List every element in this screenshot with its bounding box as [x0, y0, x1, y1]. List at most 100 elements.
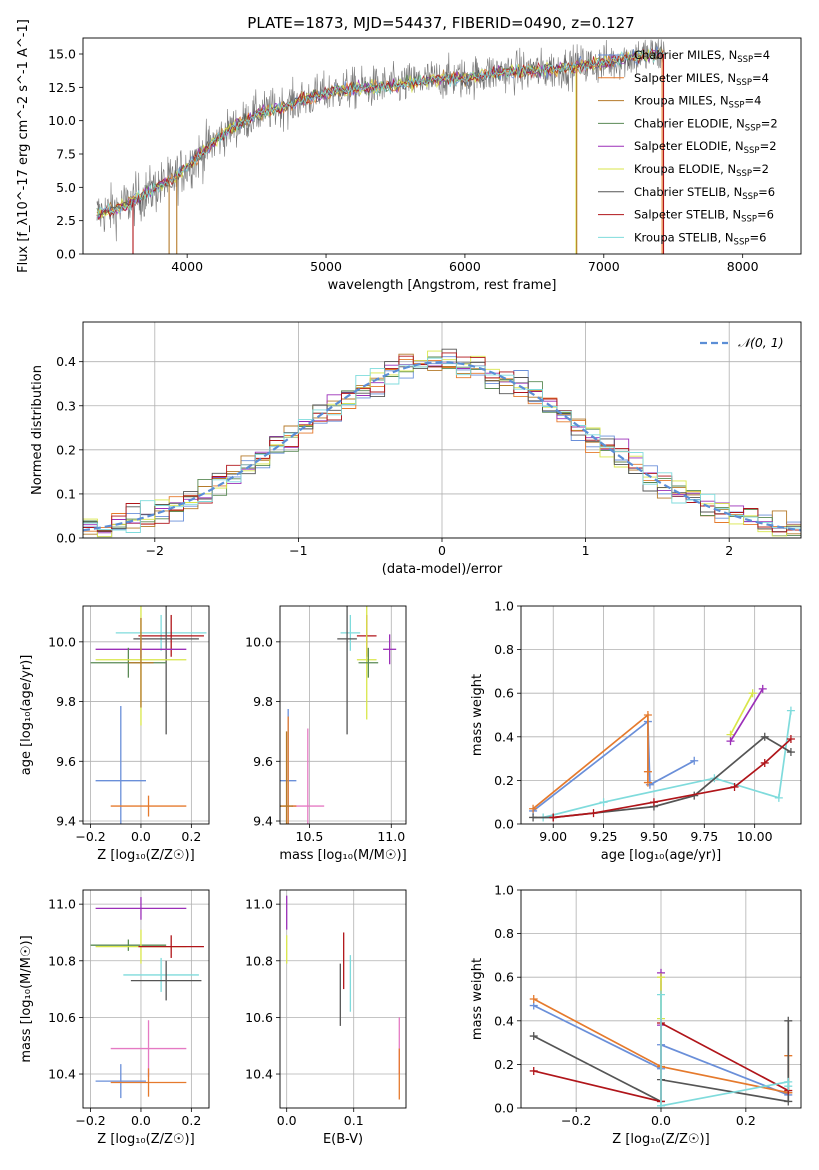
- residuals-xtick-label-4: 2: [725, 543, 733, 558]
- figure-title: PLATE=1873, MJD=54437, FIBERID=0490, z=0…: [247, 14, 634, 32]
- age_vs_Z-ytick-label-2: 9.8: [56, 694, 76, 709]
- residuals-xlabel: (data-model)/error: [382, 562, 503, 577]
- weight_vs_Z-ytick-label-1: 0.2: [494, 1057, 514, 1072]
- age_vs_Z-xlabel: Z [log₁₀(Z/Z☉)]: [97, 848, 194, 863]
- weight_vs_age-ytick-label-0: 0.0: [494, 817, 514, 832]
- weight_vs_age-series-5-marker-5: [786, 748, 795, 757]
- chart-residuals: −2 −1 0 1 2 0.0 0.1 0.2 0.3 0.4 (data-model)/error…: [30, 321, 802, 577]
- spectrum-ytick-label-1: 2.5: [56, 213, 76, 228]
- mass_vs_ebv-xlabel: E(B-V): [323, 1132, 363, 1147]
- age_vs_mass-ytick-label-0: 9.4: [253, 814, 273, 829]
- legend-label-main-3: Chabrier ELODIE, N: [634, 116, 745, 130]
- weight_vs_age-xlabel: age [log₁₀(age/yr)]: [601, 848, 722, 863]
- weight_vs_Z-ylabel: mass weight: [470, 958, 485, 1040]
- mass_vs_Z-xtick-label-0: −0.2: [75, 1113, 105, 1128]
- spectrum-ytick-label-4: 10.0: [48, 113, 76, 128]
- residuals-plot-area: [83, 322, 801, 538]
- spectrum-model-5: [96, 49, 664, 219]
- legend-label-main-1: Salpeter MILES, N: [634, 71, 736, 85]
- weight_vs_Z-series-1-marker-0: [529, 995, 538, 1003]
- age_vs_Z-xtick-label-2: 0.2: [181, 829, 201, 844]
- mass_vs_Z-ytick-label-0: 10.4: [48, 1067, 76, 1082]
- residuals-ytick-label-3: 0.3: [56, 398, 76, 413]
- legend-label-tail-3: =2: [761, 116, 778, 130]
- age_vs_mass-frame: [279, 605, 407, 825]
- legend-label-main-5: Kroupa ELODIE, N: [634, 162, 736, 176]
- weight_vs_Z-series-6-marker-1: [657, 1101, 665, 1108]
- residuals-frame: [82, 321, 802, 539]
- weight_vs_age-ytick-label-3: 0.6: [494, 686, 514, 701]
- legend-label-sub-3: SSP: [745, 123, 761, 133]
- chart-weight_vs_age: 9.00 9.25 9.50 9.75 10.00 0.0 0.2 0.4 0.6 0.8 1.0 a…: [470, 599, 802, 863]
- spectrum-xtick-label-0: 4000: [171, 259, 203, 274]
- residuals-xtick-label-3: 1: [582, 543, 590, 558]
- mass_vs_Z-ylabel: mass [log₁₀(M/M☉)]: [19, 935, 34, 1062]
- gaussian-legend-label: 𝒩(0, 1): [738, 335, 784, 350]
- weight_vs_age-series-4-marker-4: [786, 706, 795, 715]
- weight_vs_age-series-1-marker-3: [643, 778, 652, 787]
- legend-label-sub-7: SSP: [741, 215, 757, 225]
- spectrum-model-0: [96, 46, 664, 219]
- weight_vs_age-series-6-marker-4: [760, 758, 769, 767]
- weight_vs_age-series-3-marker-1: [758, 684, 767, 693]
- weight_vs_age-series-5-marker-0: [529, 813, 538, 822]
- legend-label-sub-2: SSP: [729, 101, 745, 111]
- spectrum-model-8: [96, 47, 664, 220]
- weight_vs_age-series-6-marker-5: [786, 734, 795, 743]
- weight_vs_age-series-4-marker-1: [599, 798, 608, 807]
- spectrum-xtick-label-4: 8000: [727, 259, 759, 274]
- legend-label-sub-1: SSP: [736, 78, 752, 88]
- age_vs_mass-ytick-label-2: 9.8: [253, 694, 273, 709]
- weight_vs_age-series-2: [729, 692, 754, 736]
- spectrum-xtick-label-2: 6000: [449, 259, 481, 274]
- legend-label-sub-6: SSP: [742, 192, 758, 202]
- residuals-xtick-label-0: −2: [146, 543, 164, 558]
- weight_vs_age-ytick-label-4: 0.8: [494, 642, 514, 657]
- chart-age_vs_mass: 10.5 11.0 9.4 9.6 9.8 10.0 mass [log₁₀(M/M☉)]: [245, 605, 407, 863]
- mass_vs_ebv-xtick-label-1: 0.1: [344, 1113, 364, 1128]
- weight_vs_age-plot-area: [521, 606, 801, 824]
- age_vs_mass-ytick-label-1: 9.6: [253, 754, 273, 769]
- spectrum-plot-area: [96, 39, 665, 254]
- weight_vs_age-series-6-marker-2: [649, 798, 658, 807]
- legend-label-tail-0: =4: [753, 48, 770, 62]
- legend-label-tail-6: =6: [758, 185, 775, 199]
- age_vs_Z-ytick-label-3: 10.0: [48, 634, 76, 649]
- mass_vs_ebv-ytick-label-0: 10.4: [245, 1067, 273, 1082]
- weight_vs_Z-series-4-marker-0: [529, 1032, 538, 1041]
- weight_vs_Z-xtick-label-0: −0.2: [561, 1113, 591, 1128]
- spectrum-xtick-label-3: 7000: [588, 259, 620, 274]
- mass_vs_Z-ytick-label-3: 11.0: [48, 897, 76, 912]
- legend-label-main-0: Chabrier MILES, N: [634, 48, 737, 62]
- mass_vs_Z-ytick-label-1: 10.6: [48, 1010, 76, 1025]
- residuals-xtick-label-1: −1: [289, 543, 307, 558]
- weight_vs_age-xtick-label-3: 9.75: [690, 829, 718, 844]
- weight_vs_age-series-1-marker-2: [643, 767, 652, 776]
- weight_vs_Z-series-5-marker-0: [529, 1066, 538, 1075]
- spectrum-data-line: [96, 39, 665, 242]
- weight_vs_Z-plot-area: [521, 890, 801, 1108]
- legend-label-main-6: Chabrier STELIB, N: [634, 185, 742, 199]
- legend-label-tail-8: =6: [749, 230, 766, 244]
- weight_vs_Z-ytick-label-2: 0.4: [494, 1013, 514, 1028]
- mass_vs_Z-xtick-label-2: 0.2: [181, 1113, 201, 1128]
- weight_vs_age-frame: [520, 605, 802, 825]
- spectrum-ytick-label-3: 7.5: [56, 147, 76, 162]
- mass_vs_Z-frame: [82, 889, 210, 1109]
- weight_vs_age-series-0-marker-3: [690, 756, 699, 765]
- legend-label-7: Salpeter STELIB, NSSP=6: [634, 208, 774, 225]
- chart-mass_vs_ebv: 0.0 0.1 10.4 10.6 10.8 11.0 E(B-V): [245, 889, 407, 1147]
- mass_vs_Z-plot-area: [83, 890, 209, 1108]
- weight_vs_age-series-3-marker-0: [726, 737, 735, 746]
- gaussian-curve: [83, 360, 801, 532]
- legend-label-main-2: Kroupa MILES, N: [634, 94, 729, 108]
- age_vs_Z-xtick-label-0: −0.2: [75, 829, 105, 844]
- weight_vs_age-series-3: [729, 688, 764, 742]
- weight_vs_age-series-6-marker-1: [589, 809, 598, 818]
- spectrum-ylabel: Flux [f_λ10^-17 erg cm^-2 s^-1 A^-1]: [16, 19, 31, 273]
- weight_vs_Z-ytick-label-4: 0.8: [494, 926, 514, 941]
- weight_vs_Z-series-6-marker-0: [657, 990, 665, 999]
- weight_vs_Z-ytick-label-5: 1.0: [494, 883, 514, 898]
